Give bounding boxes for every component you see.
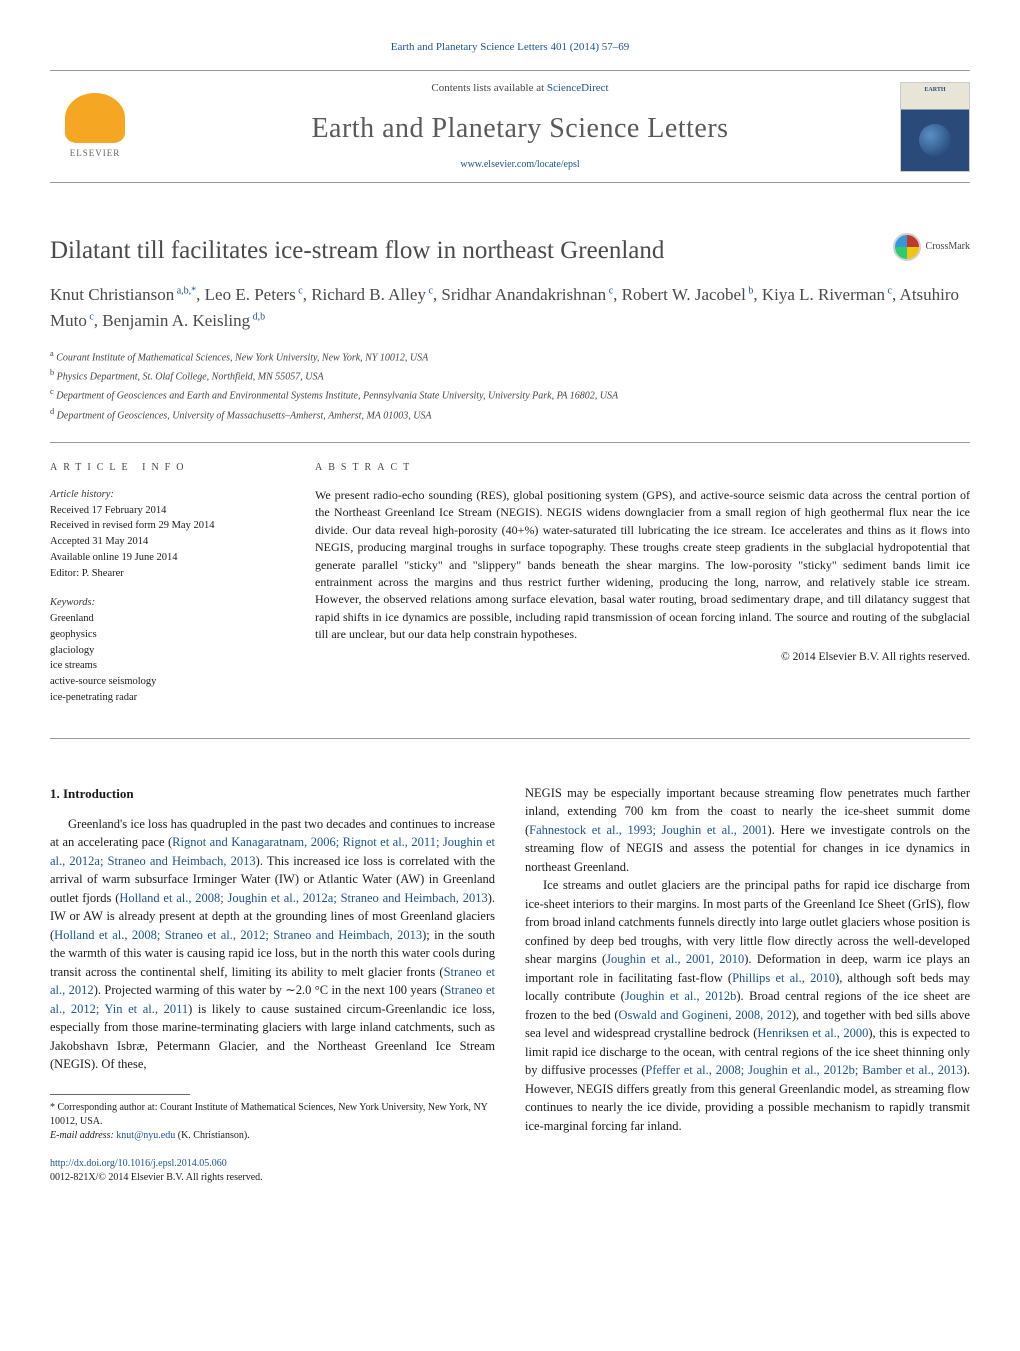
affiliation-line: a Courant Institute of Mathematical Scie… (50, 347, 970, 366)
sciencedirect-link[interactable]: ScienceDirect (547, 82, 609, 94)
intro-paragraph-2: Ice streams and outlet glaciers are the … (525, 876, 970, 1135)
body-columns: 1. Introduction Greenland's ice loss has… (50, 784, 970, 1185)
article-title: Dilatant till facilitates ice-stream flo… (50, 233, 878, 268)
keyword: active-source seismology (50, 674, 280, 690)
copyright-line: © 2014 Elsevier B.V. All rights reserved… (315, 649, 970, 665)
doi-link[interactable]: http://dx.doi.org/10.1016/j.epsl.2014.05… (50, 1158, 227, 1169)
column-right: NEGIS may be especially important becaus… (525, 784, 970, 1185)
citation-link[interactable]: Holland et al., 2008; Straneo et al., 20… (54, 928, 422, 942)
authors-list: Knut Christianson a,b,*, Leo E. Peters c… (50, 282, 970, 335)
divider (50, 442, 970, 443)
citation-link[interactable]: Straneo et al., 2012 (50, 965, 495, 998)
citation-link[interactable]: Straneo et al., 2012; Yin et al., 2011 (50, 983, 495, 1016)
abstract: ABSTRACT We present radio-echo sounding … (315, 461, 970, 720)
email-suffix: (K. Christianson). (175, 1130, 249, 1141)
citation-link[interactable]: Rignot and Kanagaratnam, 2006; Rignot et… (50, 835, 495, 868)
contents-prefix: Contents lists available at (431, 82, 546, 94)
citation-link[interactable]: Holland et al., 2008; Joughin et al., 20… (119, 891, 487, 905)
history-line: Editor: P. Shearer (50, 566, 280, 582)
cover-label: EARTH (901, 86, 969, 94)
top-citation-link[interactable]: Earth and Planetary Science Letters 401 … (391, 41, 630, 53)
keyword: Greenland (50, 611, 280, 627)
keywords-label: Keywords: (50, 595, 280, 611)
keywords-block: Keywords: Greenlandgeophysicsglaciologyi… (50, 595, 280, 705)
keyword: glaciology (50, 643, 280, 659)
journal-header: ELSEVIER Contents lists available at Sci… (50, 70, 970, 183)
keyword: ice streams (50, 658, 280, 674)
journal-homepage-link[interactable]: www.elsevier.com/locate/epsl (460, 159, 579, 170)
keyword: ice-penetrating radar (50, 690, 280, 706)
article-history: Article history: Received 17 February 20… (50, 487, 280, 582)
footnote-text: Corresponding author at: Courant Institu… (50, 1102, 488, 1127)
email-label: E-mail address: (50, 1130, 116, 1141)
article-info: ARTICLE INFO Article history: Received 1… (50, 461, 280, 720)
abstract-label: ABSTRACT (315, 461, 970, 475)
footnote-separator (50, 1094, 190, 1095)
footnote-marker: * (50, 1102, 55, 1113)
crossmark-badge[interactable]: CrossMark (893, 233, 970, 261)
elsevier-tree-icon (65, 93, 125, 143)
affiliations: a Courant Institute of Mathematical Scie… (50, 347, 970, 424)
journal-homepage: www.elsevier.com/locate/epsl (160, 158, 880, 172)
elsevier-label: ELSEVIER (70, 147, 121, 160)
affiliation-line: c Department of Geosciences and Earth an… (50, 385, 970, 404)
citation-link[interactable]: Henriksen et al., 2000 (757, 1026, 868, 1040)
history-line: Received 17 February 2014 (50, 503, 280, 519)
earth-icon (919, 124, 951, 156)
citation-link[interactable]: Fahnestock et al., 1993; Joughin et al.,… (529, 823, 767, 837)
history-line: Available online 19 June 2014 (50, 550, 280, 566)
keyword: geophysics (50, 627, 280, 643)
journal-title: Earth and Planetary Science Letters (160, 109, 880, 148)
affiliation-line: b Physics Department, St. Olaf College, … (50, 366, 970, 385)
column-left: 1. Introduction Greenland's ice loss has… (50, 784, 495, 1185)
citation-link[interactable]: Pfeffer et al., 2008; Joughin et al., 20… (645, 1063, 962, 1077)
history-line: Received in revised form 29 May 2014 (50, 518, 280, 534)
intro-paragraph-1-cont: NEGIS may be especially important becaus… (525, 784, 970, 877)
history-label: Article history: (50, 487, 280, 503)
history-line: Accepted 31 May 2014 (50, 534, 280, 550)
header-center: Contents lists available at ScienceDirec… (160, 81, 880, 172)
divider (50, 738, 970, 739)
article-info-label: ARTICLE INFO (50, 461, 280, 475)
citation-link[interactable]: Joughin et al., 2012b (625, 989, 737, 1003)
intro-paragraph-1: Greenland's ice loss has quadrupled in t… (50, 815, 495, 1074)
section-heading-introduction: 1. Introduction (50, 784, 495, 803)
contents-available-line: Contents lists available at ScienceDirec… (160, 81, 880, 96)
elsevier-logo[interactable]: ELSEVIER (50, 87, 140, 167)
citation-link[interactable]: Joughin et al., 2001, 2010 (606, 952, 744, 966)
top-citation: Earth and Planetary Science Letters 401 … (50, 40, 970, 55)
citation-link[interactable]: Phillips et al., 2010 (732, 971, 835, 985)
issn-copyright: 0012-821X/© 2014 Elsevier B.V. All right… (50, 1172, 263, 1183)
crossmark-icon (893, 233, 921, 261)
corresponding-author-footnote: * Corresponding author at: Courant Insti… (50, 1101, 495, 1129)
citation-link[interactable]: Oswald and Gogineni, 2008, 2012 (619, 1008, 792, 1022)
footer-identifiers: http://dx.doi.org/10.1016/j.epsl.2014.05… (50, 1157, 495, 1185)
abstract-text: We present radio-echo sounding (RES), gl… (315, 487, 970, 644)
email-footnote: E-mail address: knut@nyu.edu (K. Christi… (50, 1129, 495, 1143)
corresponding-email-link[interactable]: knut@nyu.edu (116, 1130, 175, 1141)
crossmark-label: CrossMark (926, 240, 970, 254)
journal-cover-thumbnail[interactable]: EARTH (900, 82, 970, 172)
affiliation-line: d Department of Geosciences, University … (50, 405, 970, 424)
